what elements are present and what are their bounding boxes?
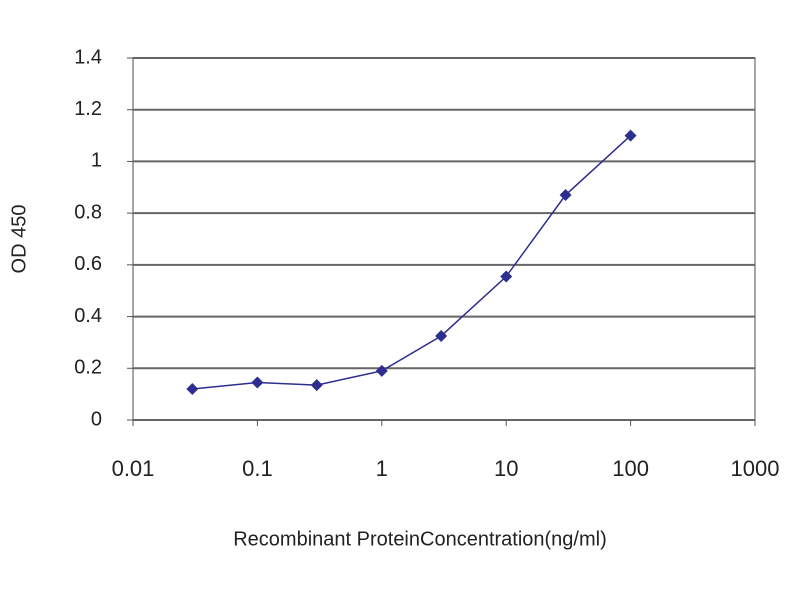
x-tick-label: 10 — [494, 456, 518, 481]
marker — [624, 129, 637, 142]
y-tick-label: 0 — [91, 408, 102, 430]
y-axis-title: OD 450 — [8, 205, 30, 274]
marker — [310, 379, 323, 392]
y-tick-label: 1 — [91, 150, 102, 172]
y-tick-label: 0.8 — [74, 201, 102, 223]
x-tick-label: 0.1 — [242, 456, 273, 481]
marker — [500, 270, 513, 283]
x-tick-label: 0.01 — [112, 456, 155, 481]
marker — [186, 382, 199, 395]
marker — [435, 329, 448, 342]
marker — [375, 364, 388, 377]
y-tick-label: 0.4 — [74, 305, 102, 327]
y-tick-label: 0.6 — [74, 253, 102, 275]
x-tick-label: 100 — [612, 456, 649, 481]
marker — [559, 189, 572, 202]
plot-area — [132, 57, 756, 421]
y-tick-label: 0.2 — [74, 357, 102, 379]
line — [192, 135, 632, 390]
x-axis-title: Recombinant ProteinConcentration(ng/ml) — [233, 528, 607, 550]
x-tick-label: 1000 — [731, 456, 780, 481]
y-tick-label: 1.2 — [74, 98, 102, 120]
y-tick-label: 1.4 — [74, 46, 102, 68]
marker — [251, 376, 264, 389]
x-tick-label: 1 — [376, 456, 388, 481]
